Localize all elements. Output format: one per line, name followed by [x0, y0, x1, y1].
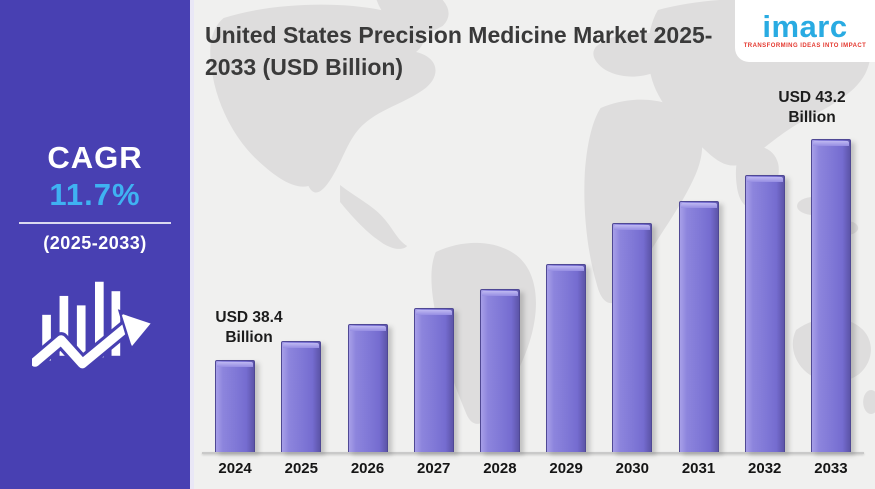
bar-2029	[546, 264, 587, 452]
bar-2032	[744, 175, 785, 452]
bars-row	[202, 136, 864, 452]
x-tick-2028: 2028	[483, 460, 517, 477]
bar-2031	[678, 201, 719, 452]
bar-2030	[612, 223, 653, 452]
imarc-logo-wordmark: imarc	[762, 8, 848, 44]
bar-2027	[413, 308, 454, 452]
x-tick-2029: 2029	[549, 460, 583, 477]
x-tick-2032: 2032	[748, 460, 782, 477]
x-tick-2025: 2025	[284, 460, 318, 477]
growth-chart-icon	[0, 270, 190, 393]
imarc-logo: imarc TRANSFORMING IDEAS INTO IMPACT	[735, 0, 875, 62]
value-label-2024: USD 38.4 Billion	[215, 309, 283, 347]
chart-title: United States Precision Medicine Market …	[205, 22, 713, 80]
x-tick-2027: 2027	[417, 460, 451, 477]
cagr-label: CAGR	[47, 140, 143, 175]
imarc-logo-tagline: TRANSFORMING IDEAS INTO IMPACT	[743, 43, 867, 50]
cagr-period: (2025-2033)	[43, 233, 147, 253]
x-axis-labels: 2024 2025 2026 2027 2028 2029 2030 2031 …	[202, 454, 864, 477]
cagr-value: 11.7%	[49, 177, 141, 212]
bar-2025	[281, 341, 322, 452]
cagr-sidebar: CAGR 11.7% (2025-2033)	[0, 0, 194, 489]
bar-chart: 2024 2025 2026 2027 2028 2029 2030 2031 …	[202, 136, 864, 477]
bar-2028	[479, 289, 520, 452]
x-axis-line	[202, 452, 864, 454]
x-tick-2024: 2024	[218, 460, 252, 477]
value-label-2033: USD 43.2 Billion	[778, 89, 846, 127]
x-tick-2026: 2026	[350, 460, 385, 477]
bar-2026	[347, 324, 388, 452]
x-tick-2031: 2031	[681, 460, 716, 477]
x-tick-2030: 2030	[615, 460, 649, 477]
sidebar-divider	[19, 222, 171, 224]
bar-2024	[215, 360, 256, 452]
bar-2033	[810, 139, 851, 452]
x-tick-2033: 2033	[814, 460, 848, 477]
